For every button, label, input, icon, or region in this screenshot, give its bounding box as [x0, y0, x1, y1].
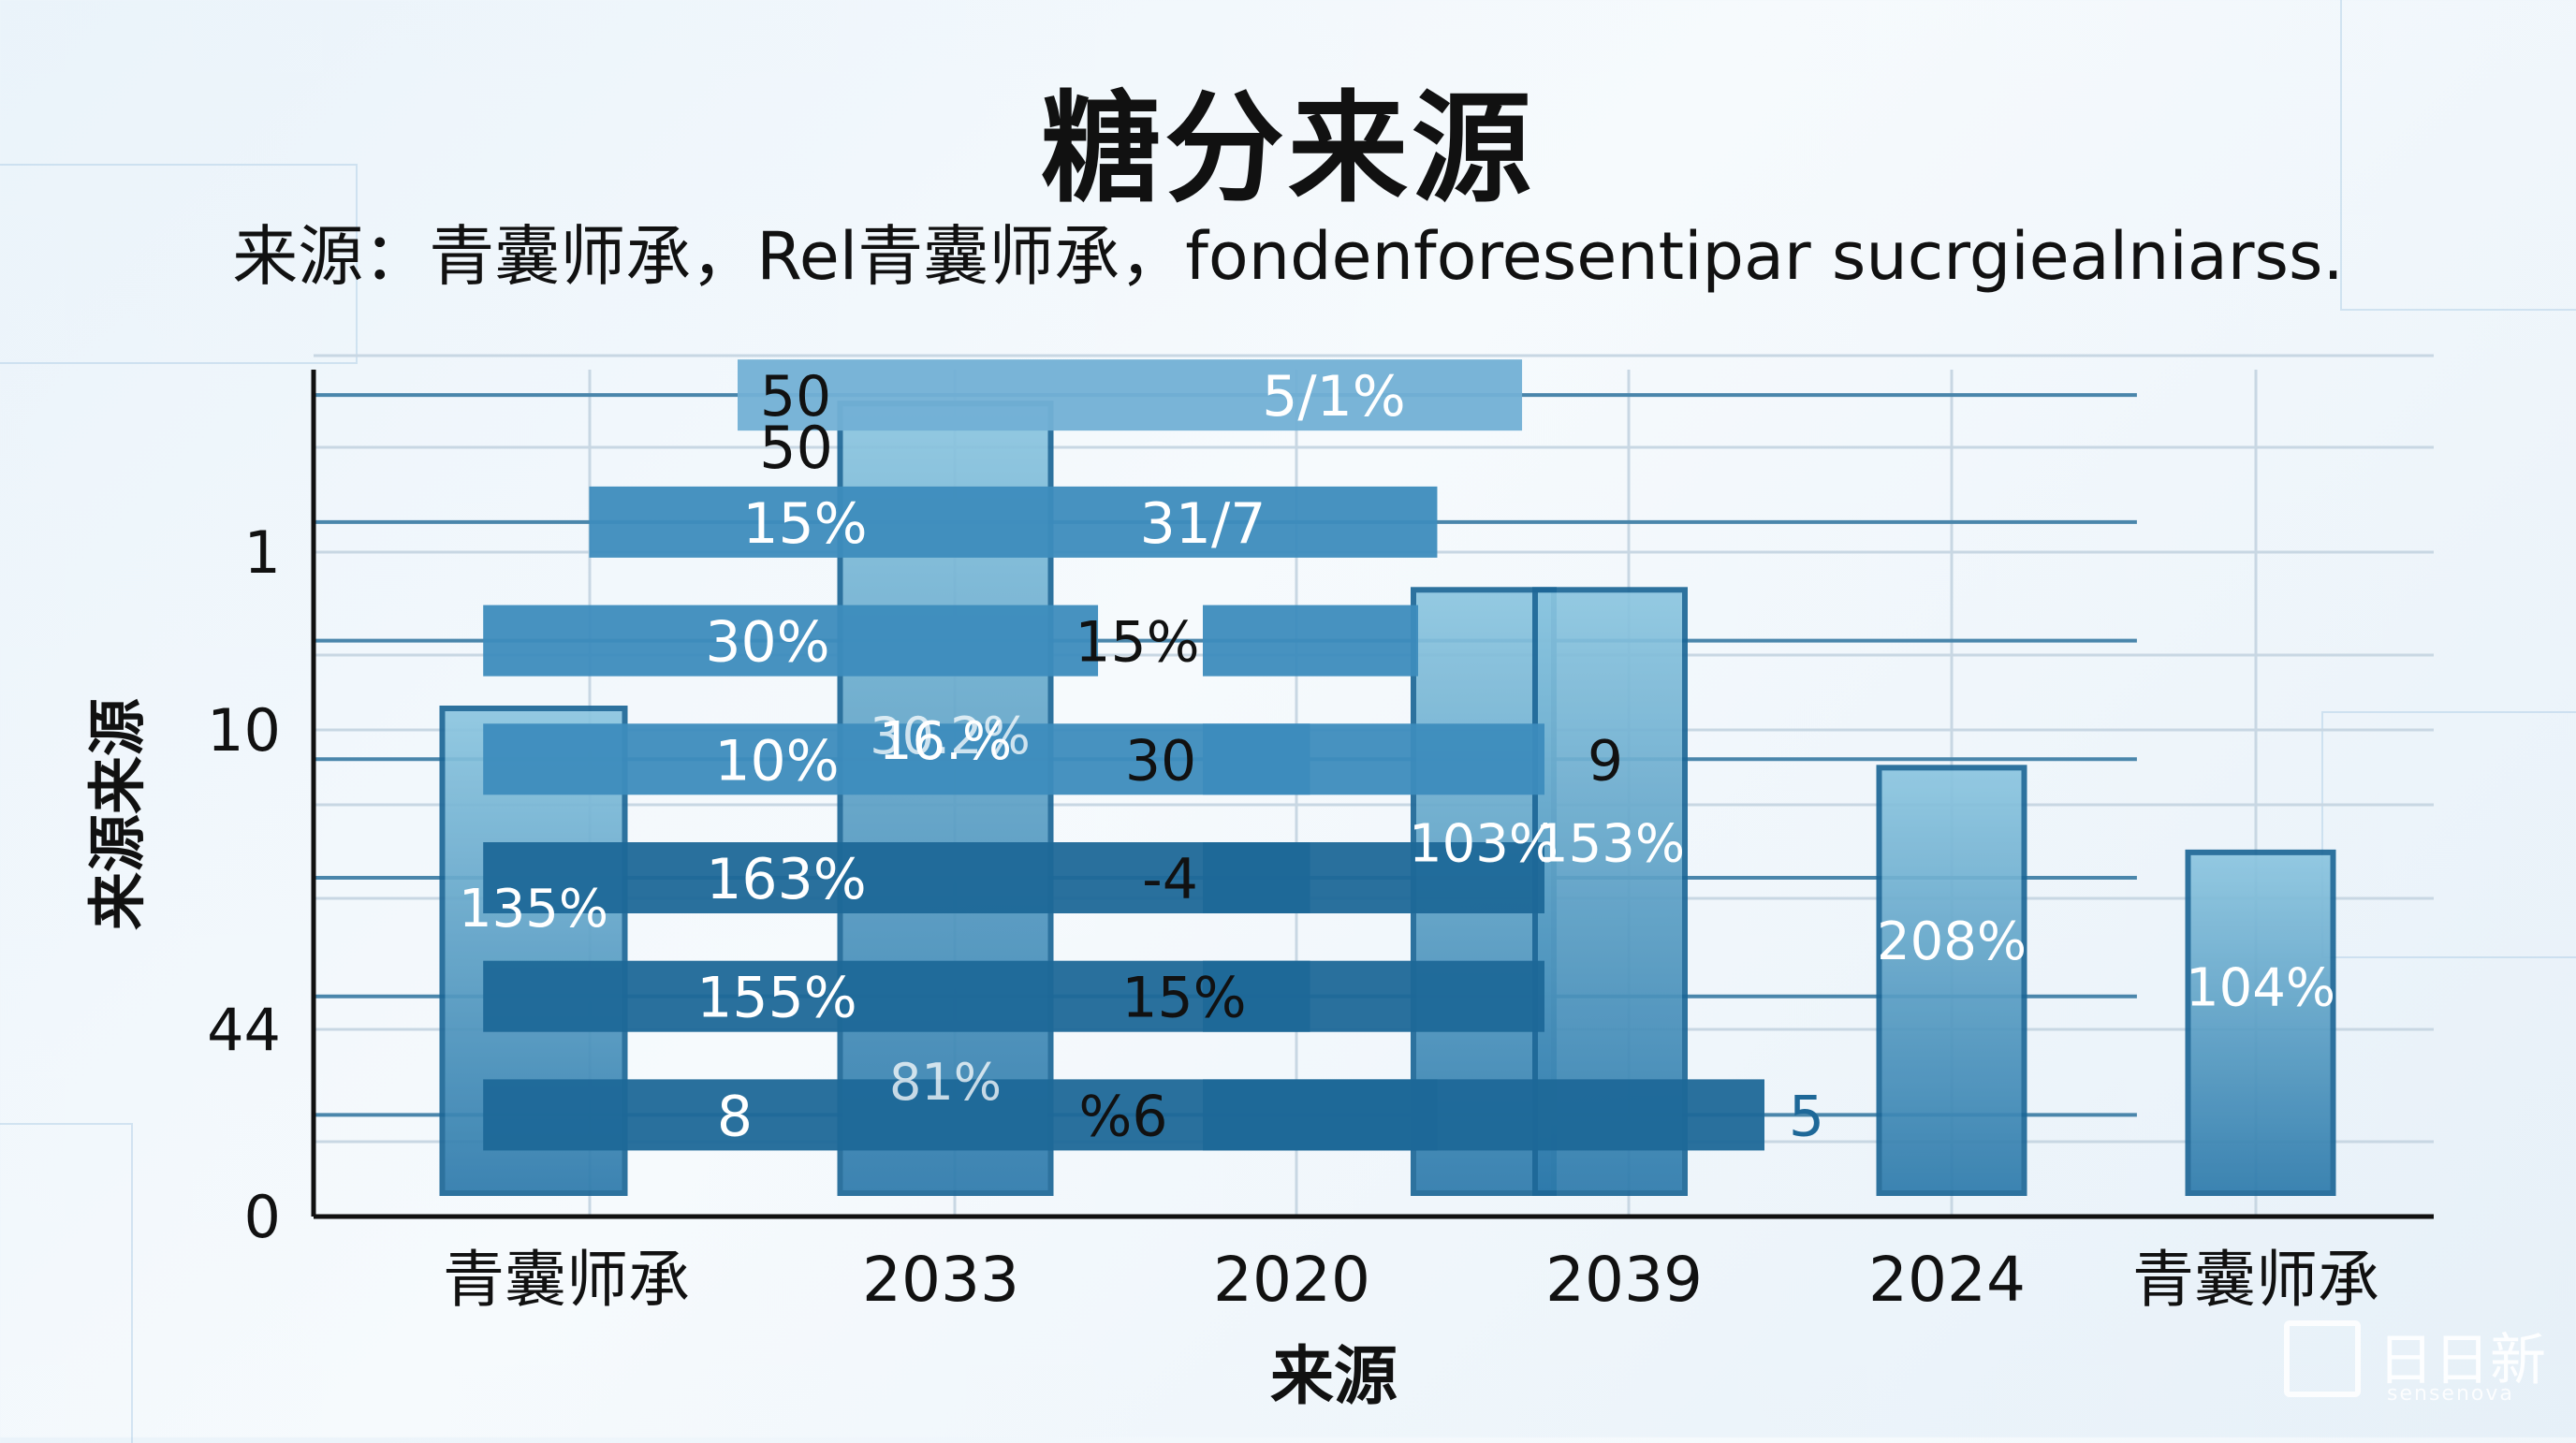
row-label: %6 [1078, 1084, 1167, 1149]
row-label: 5 [1789, 1084, 1824, 1149]
row-band [738, 359, 1523, 431]
column-label: 103% [1409, 813, 1559, 874]
row-band [483, 960, 1310, 1032]
y-tick-label: 44 [207, 996, 281, 1064]
row-label: 15% [742, 491, 867, 557]
row-band-segment [1203, 605, 1418, 677]
row-band-segment [1203, 842, 1544, 913]
x-tick-label: 2020 [1213, 1244, 1370, 1316]
x-tick-label: 2024 [1868, 1244, 2026, 1316]
watermark-subtext: sensenova [2387, 1382, 2514, 1406]
row-label: 15% [1121, 966, 1246, 1031]
column-bar [2185, 849, 2336, 1196]
watermark-logo-icon [2284, 1320, 2361, 1397]
row-band-segment [1203, 960, 1544, 1032]
background-frame-line [0, 1123, 133, 1443]
column-label: 153% [1535, 813, 1685, 874]
x-tick-label: 2039 [1545, 1244, 1703, 1316]
row-label: 15% [1075, 610, 1199, 676]
background-frame-line [0, 164, 358, 364]
row-label: 155% [696, 966, 857, 1031]
chart-title: 糖分来源 [1040, 80, 1535, 219]
y-axis-label: 来源来源 [83, 697, 152, 931]
column-bar [1876, 765, 2027, 1196]
chart-subtitle: 来源：青囊师承，Rel青囊师承，fondenforesentipar sucrg… [232, 218, 2344, 295]
y-tick-label: 1 [244, 518, 281, 587]
row-label: 8 [717, 1084, 753, 1149]
row-label: 30% [705, 610, 829, 676]
labels-layer: 135%16.%103%153%208%104%30.2%81%50 5/1%15… [207, 364, 2379, 1316]
column-label: 208% [1877, 911, 2027, 972]
column-inner-label: 30.2% [870, 707, 1031, 765]
row-band-segment [1203, 1079, 1764, 1151]
row-band [589, 486, 1438, 558]
row-band [483, 605, 1099, 677]
watermark: 日日新 sensenova [2284, 1315, 2546, 1408]
rows-layer [483, 359, 1764, 1151]
x-tick-label: 青囊师承 [2132, 1244, 2379, 1316]
y-tick-label: 10 [207, 696, 281, 765]
background-frame-line [2340, 0, 2576, 311]
x-tick-label: 青囊师承 [443, 1244, 690, 1316]
row-band [483, 842, 1310, 913]
row-label: 31/7 [1140, 491, 1266, 557]
row-label: 9 [1588, 728, 1623, 794]
y-tick-label: 0 [244, 1183, 281, 1251]
column-label: 135% [459, 879, 608, 940]
row-label: 5/1% [1262, 364, 1406, 430]
row-band-segment [1203, 723, 1544, 795]
x-tick-label: 2033 [862, 1244, 1019, 1316]
column-label: 16.% [879, 711, 1012, 772]
row-label: -4 [1142, 847, 1198, 912]
row-band [483, 723, 1310, 795]
row-label: 50 [760, 364, 831, 430]
x-axis-label: 来源 [1269, 1340, 1398, 1414]
row-label: 10% [714, 728, 839, 794]
axis-layer [311, 370, 2434, 1219]
row-label: 30 [1125, 728, 1196, 794]
watermark-text: 日日新 [2378, 1328, 2546, 1393]
row-label: 163% [706, 847, 867, 912]
column-inner-label: 81% [889, 1053, 1002, 1112]
background-frame-line [2321, 711, 2576, 958]
column-label: 104% [2186, 958, 2335, 1019]
y-tick-label: 50 [759, 414, 833, 482]
